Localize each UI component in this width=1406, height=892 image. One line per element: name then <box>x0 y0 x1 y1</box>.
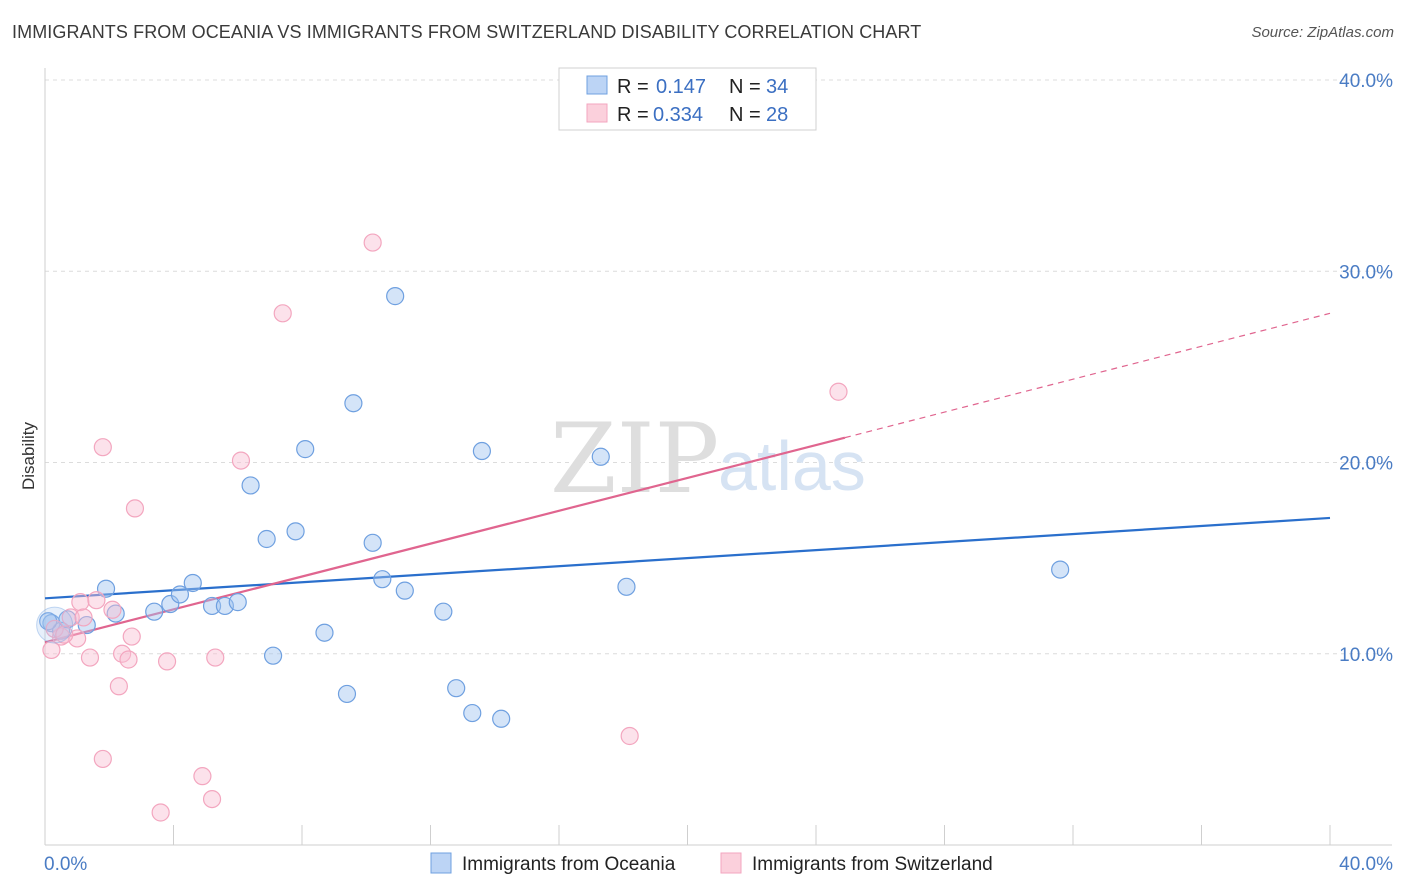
point-oceania <box>315 623 334 642</box>
point-switzerland <box>42 640 61 660</box>
point-switzerland <box>829 382 848 401</box>
y-axis-title: Disability <box>19 421 38 490</box>
point-oceania <box>373 570 392 589</box>
point-switzerland <box>103 600 122 619</box>
point-switzerland <box>273 304 292 323</box>
point-oceania <box>617 577 636 596</box>
chart-title: IMMIGRANTS FROM OCEANIA VS IMMIGRANTS FR… <box>12 22 922 42</box>
point-switzerland <box>620 726 639 746</box>
point-oceania <box>395 581 414 600</box>
point-oceania <box>145 602 164 621</box>
point-switzerland <box>206 648 225 667</box>
point-switzerland <box>45 619 64 638</box>
trend-line-0 <box>44 516 1331 600</box>
point-oceania <box>1051 560 1070 579</box>
watermark: ZIP atlas <box>550 403 866 515</box>
source-label: Source: ZipAtlas.com <box>1251 24 1394 41</box>
point-switzerland <box>80 648 100 667</box>
x-tick-label: 40.0% <box>1339 854 1393 875</box>
legend-r-label-switzerland: R = <box>617 104 649 126</box>
point-switzerland <box>93 749 112 769</box>
legend-r-value-oceania: 0.147 <box>656 76 706 98</box>
grid-lines <box>45 79 1392 655</box>
point-oceania <box>286 522 305 541</box>
trend-extension-1 <box>844 312 1331 439</box>
bottom-legend-swatch-oceania <box>430 852 452 874</box>
legend-r-value-switzerland: 0.334 <box>653 104 703 126</box>
point-switzerland <box>71 593 90 612</box>
x-tick-labels: 0.0% 40.0% <box>44 854 1393 875</box>
point-switzerland <box>119 650 138 669</box>
point-cluster <box>36 606 74 644</box>
point-oceania <box>241 476 260 495</box>
point-oceania <box>296 440 315 459</box>
point-switzerland <box>202 789 222 809</box>
point-switzerland <box>125 499 145 518</box>
point-oceania <box>463 703 482 723</box>
legend-n-label-switzerland: N = <box>729 104 761 126</box>
watermark-atlas: atlas <box>718 427 866 505</box>
series-legend: Immigrants from Oceania Immigrants from … <box>430 852 993 875</box>
point-switzerland <box>231 451 251 470</box>
point-oceania <box>344 394 363 413</box>
bottom-legend-label-switzerland: Immigrants from Switzerland <box>752 854 993 875</box>
point-oceania <box>170 585 190 604</box>
point-switzerland <box>61 608 80 627</box>
point-switzerland <box>151 803 170 822</box>
point-oceania <box>183 573 202 593</box>
point-oceania <box>58 610 77 629</box>
point-oceania <box>434 602 453 621</box>
legend-swatch-switzerland <box>586 103 608 123</box>
trend-lines <box>44 312 1331 644</box>
y-tick-label: 20.0% <box>1339 454 1393 475</box>
point-switzerland <box>363 233 382 252</box>
watermark-zip: ZIP <box>550 403 719 515</box>
legend-n-value-oceania: 34 <box>766 76 788 98</box>
point-oceania <box>386 287 405 306</box>
legend-n-label-oceania: N = <box>729 76 761 98</box>
axes <box>44 68 1392 846</box>
legend-swatch-oceania <box>586 75 608 95</box>
point-oceania <box>472 441 491 461</box>
bottom-legend-swatch-switzerland <box>720 852 742 874</box>
point-switzerland <box>122 627 141 646</box>
x-tick-label: 0.0% <box>44 854 87 875</box>
point-switzerland <box>55 625 74 644</box>
point-oceania <box>228 593 247 612</box>
y-tick-labels: 10.0% 20.0% 30.0% 40.0% <box>1339 71 1393 666</box>
point-switzerland <box>109 677 128 696</box>
bottom-legend-label-oceania: Immigrants from Oceania <box>462 854 676 875</box>
point-oceania <box>337 684 357 704</box>
point-oceania <box>257 529 276 549</box>
point-oceania <box>263 646 283 665</box>
point-oceania <box>492 709 511 728</box>
legend-n-value-switzerland: 28 <box>766 104 788 126</box>
legend-r-label-oceania: R = <box>617 76 649 98</box>
point-switzerland <box>193 767 212 786</box>
y-tick-label: 30.0% <box>1339 262 1393 283</box>
point-oceania <box>591 447 610 466</box>
y-tick-label: 10.0% <box>1339 645 1393 666</box>
y-tick-label: 40.0% <box>1339 71 1393 92</box>
stats-legend: R = 0.147 N = 34 R = 0.334 N = 28 <box>558 67 817 131</box>
point-switzerland <box>74 608 93 627</box>
point-switzerland <box>93 438 112 457</box>
point-oceania <box>202 596 222 616</box>
point-switzerland <box>87 591 106 610</box>
point-oceania <box>447 679 466 698</box>
data-points <box>36 233 1070 822</box>
point-oceania <box>363 533 382 552</box>
point-switzerland <box>157 652 177 671</box>
point-oceania <box>161 594 180 614</box>
